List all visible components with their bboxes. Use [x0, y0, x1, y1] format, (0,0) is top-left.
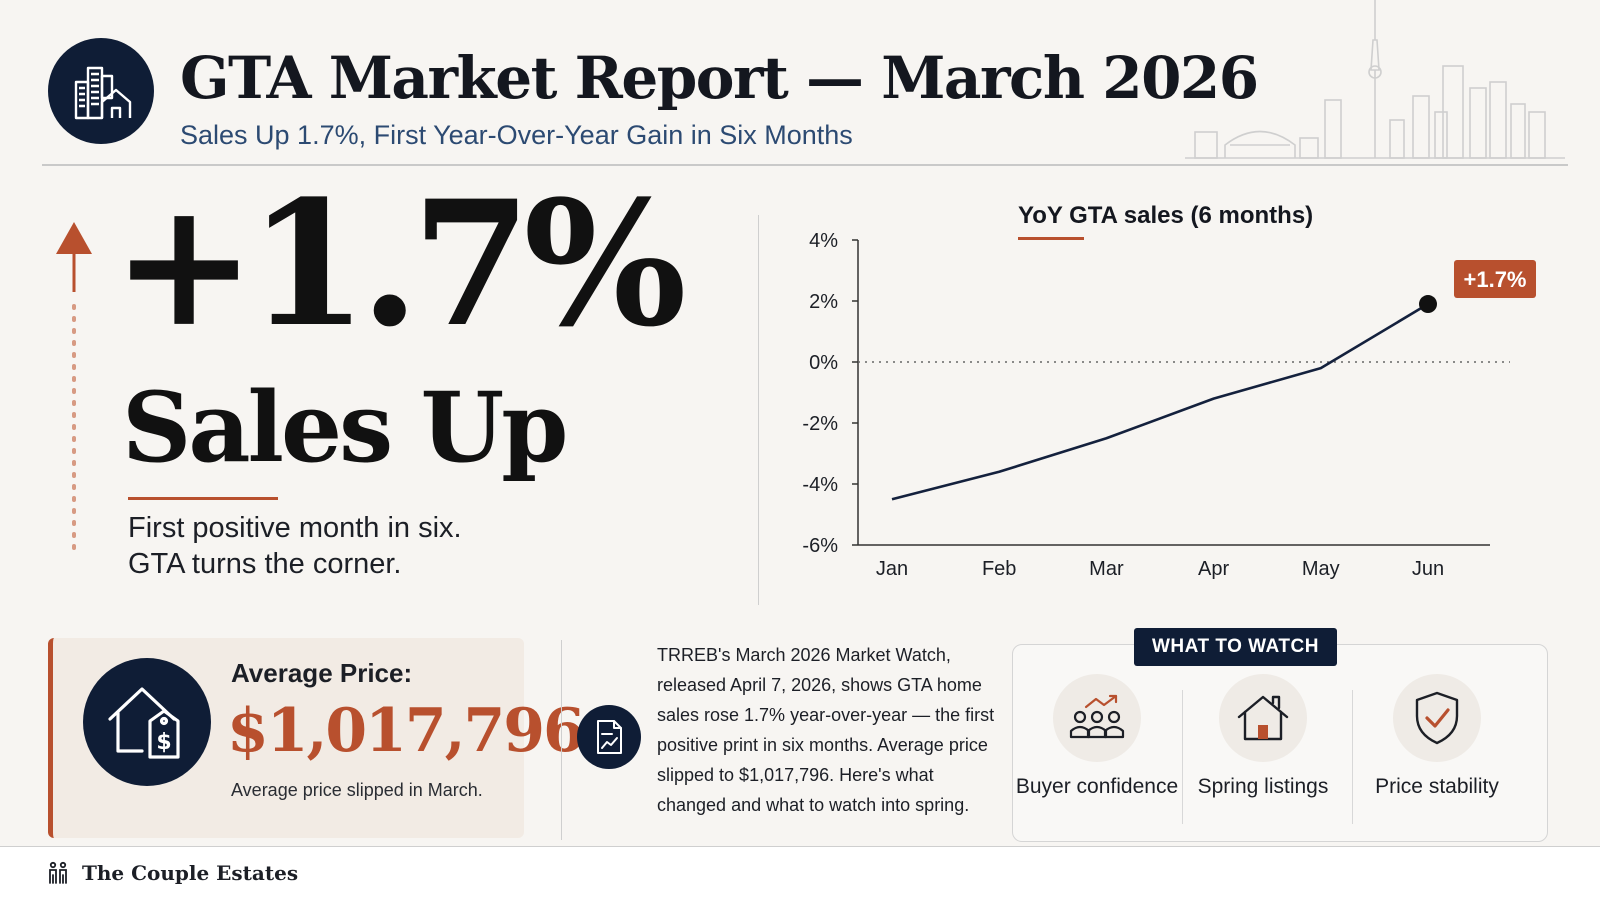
- header-divider: [42, 164, 1568, 166]
- watch-item-label: Buyer confidence: [1015, 775, 1179, 798]
- tagline-line-2: GTA turns the corner.: [128, 548, 402, 580]
- x-tick-label: May: [1302, 558, 1340, 580]
- footer-bar: The Couple Estates: [0, 846, 1600, 900]
- accent-rule: [128, 497, 278, 500]
- section-divider: [758, 215, 759, 605]
- document-chart-icon: [597, 720, 622, 754]
- chart-title-underline: [1018, 237, 1084, 240]
- house-price-tag-icon: $: [108, 687, 180, 759]
- house-icon: [1219, 674, 1307, 762]
- average-price-card: $ Average Price: $1,017,796 Average pric…: [48, 638, 585, 838]
- watch-item-buyer-confidence: Buyer confidence: [1012, 674, 1182, 800]
- x-tick-label: Jun: [1412, 558, 1444, 580]
- section-divider-lower: [561, 640, 562, 840]
- svg-text:$: $: [156, 730, 171, 755]
- watch-item-price-stability: Price stability: [1352, 674, 1522, 800]
- data-point-latest: [1419, 295, 1437, 314]
- watch-divider: [1352, 690, 1353, 824]
- tagline-line-1: First positive month in six.: [128, 512, 462, 544]
- y-tick-label: 0%: [809, 352, 838, 374]
- watch-item-label: Price stability: [1375, 775, 1499, 798]
- x-tick-label: Apr: [1198, 558, 1229, 580]
- people-trend-icon: [1053, 674, 1141, 762]
- y-tick-label: 4%: [809, 230, 838, 252]
- page-title: GTA Market Report — March 2026: [180, 44, 1259, 112]
- city-buildings-icon: [74, 66, 132, 120]
- y-tick-label: 2%: [809, 291, 838, 313]
- report-document-badge: [577, 705, 641, 769]
- couple-icon: [49, 861, 67, 884]
- annotation-label: +1.7%: [1464, 267, 1527, 292]
- y-tick-label: -4%: [802, 474, 838, 496]
- brand-name: The Couple Estates: [82, 861, 299, 885]
- x-tick-label: Feb: [982, 558, 1016, 580]
- watch-divider: [1182, 690, 1183, 824]
- logo-badge: [48, 38, 154, 144]
- yoy-sales-line-chart: 4% 2% 0% -2% -4% -6% Jan Feb Mar Apr May Jun +1.7%: [802, 230, 1536, 580]
- x-tick-label: Jan: [876, 558, 908, 580]
- y-tick-label: -6%: [802, 535, 838, 557]
- average-price-value: $1,017,796: [227, 696, 585, 766]
- page-subtitle: Sales Up 1.7%, First Year-Over-Year Gain…: [180, 120, 853, 150]
- y-tick-label: -2%: [802, 413, 838, 435]
- shield-check-icon: [1393, 674, 1481, 762]
- up-arrow-icon: [56, 222, 92, 550]
- series-line: [891, 302, 1429, 501]
- tagline: First positive month in six. GTA turns t…: [128, 510, 462, 582]
- average-price-label: Average Price:: [231, 658, 413, 688]
- x-tick-label: Mar: [1089, 558, 1124, 580]
- average-price-note: Average price slipped in March.: [231, 780, 483, 800]
- what-to-watch-heading: WHAT TO WATCH: [1134, 628, 1337, 666]
- chart-title: YoY GTA sales (6 months): [1018, 202, 1314, 229]
- watch-item-spring-listings: Spring listings: [1178, 674, 1348, 800]
- big-stat: +1.7%: [112, 162, 687, 365]
- house-price-tag-badge: $: [83, 658, 211, 786]
- annotation-badge: [1454, 260, 1536, 299]
- headline: Sales Up: [122, 371, 568, 484]
- watch-item-label: Spring listings: [1197, 775, 1329, 798]
- toronto-skyline-illustration: [1185, 0, 1565, 159]
- report-summary-text: TRREB's March 2026 Market Watch, release…: [657, 645, 995, 815]
